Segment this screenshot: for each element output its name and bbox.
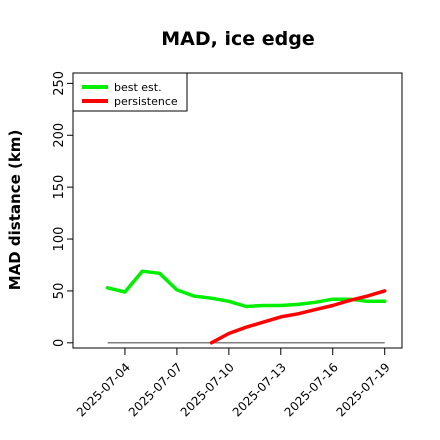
x-tick-label-2025-07-16: 2025-07-16	[282, 360, 341, 419]
legend: best est. persistence	[72, 72, 188, 112]
x-tick-label-2025-07-07: 2025-07-07	[126, 360, 185, 419]
x-tick-label-2025-07-13: 2025-07-13	[230, 360, 289, 419]
y-tick-label-50: 50	[52, 283, 67, 300]
y-axis-label: MAD distance (km)	[6, 130, 24, 291]
series-line-persistence	[209, 289, 387, 345]
plot-frame	[72, 72, 403, 349]
series-line-best-est	[105, 269, 387, 309]
x-tick-label-2025-07-19: 2025-07-19	[334, 360, 393, 419]
legend-label-best-est: best est.	[114, 81, 162, 94]
chart-title: MAD, ice edge	[161, 28, 314, 50]
y-tick-label-0: 0	[52, 339, 67, 347]
x-tick-label-2025-07-10: 2025-07-10	[178, 360, 237, 419]
y-tick-label-250: 250	[52, 71, 67, 96]
legend-label-persistence: persistence	[114, 95, 178, 108]
legend-box	[72, 72, 188, 112]
x-tick-label-2025-07-04: 2025-07-04	[74, 360, 133, 419]
y-tick-label-150: 150	[52, 175, 67, 200]
y-tick-label-200: 200	[52, 123, 67, 148]
y-tick-label-100: 100	[52, 227, 67, 252]
